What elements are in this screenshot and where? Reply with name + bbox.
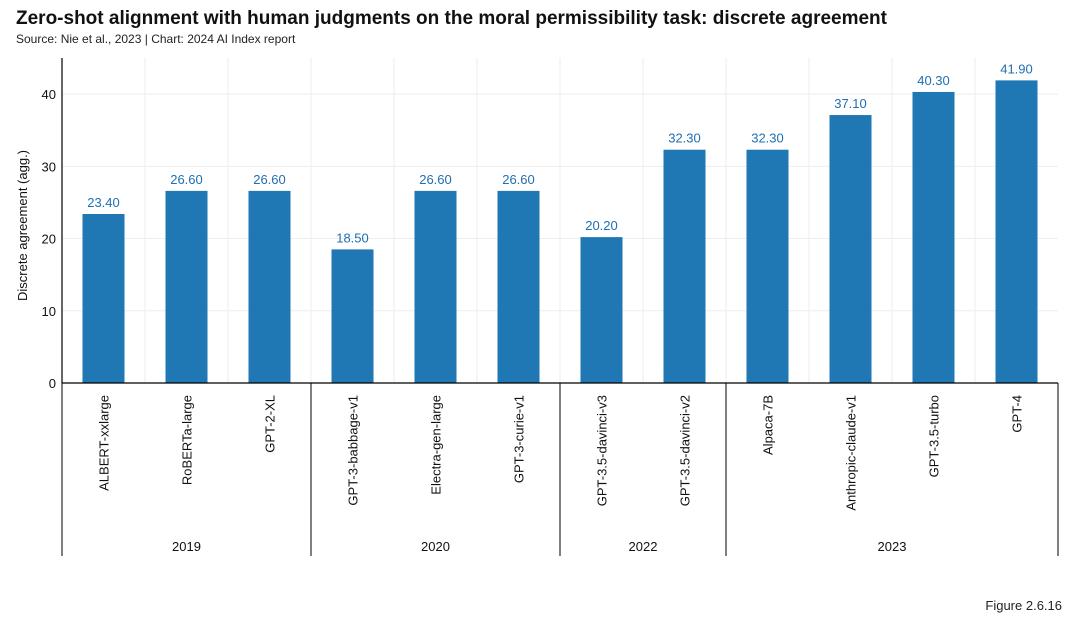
data-label: 32.30 xyxy=(668,131,701,146)
x-tick-label: ALBERT-xxlarge xyxy=(97,395,112,491)
data-label: 32.30 xyxy=(751,131,784,146)
group-label-2019: 2019 xyxy=(172,539,201,554)
x-tick-label: GPT-2-XL xyxy=(263,395,278,453)
data-label: 26.60 xyxy=(253,172,286,187)
data-label: 40.30 xyxy=(917,73,950,88)
bars xyxy=(82,80,1038,384)
bar-anthropic-claude-v1 xyxy=(829,115,872,384)
data-label: 26.60 xyxy=(502,172,535,187)
x-tick-label: Electra-gen-large xyxy=(429,395,444,495)
y-tick-label: 10 xyxy=(42,304,56,319)
data-label: 37.10 xyxy=(834,96,867,111)
x-tick-label: GPT-3.5-davinci-v2 xyxy=(678,395,693,506)
axes xyxy=(61,58,1059,556)
x-tick-label: RoBERTa-large xyxy=(180,395,195,485)
bar-gpt-3-5-davinci-v2 xyxy=(663,149,706,383)
data-label: 20.20 xyxy=(585,218,618,233)
y-tick-label: 0 xyxy=(49,376,56,391)
x-tick-label: GPT-3.5-davinci-v3 xyxy=(595,395,610,506)
grid-lines xyxy=(62,58,1058,383)
x-tick-label: Alpaca-7B xyxy=(761,395,776,455)
group-label-2023: 2023 xyxy=(878,539,907,554)
bar-gpt-3-curie-v1 xyxy=(497,190,540,383)
y-axis-label: Discrete agreement (agg.) xyxy=(15,150,30,301)
data-label: 26.60 xyxy=(419,172,452,187)
data-label: 18.50 xyxy=(336,230,369,245)
data-label: 26.60 xyxy=(170,172,203,187)
bar-chart: 0 10 20 30 40 23.40 ALBERT-xxlarge 26.60 RoBERTa… xyxy=(15,58,1059,556)
bar-albert-xxlarge xyxy=(82,214,125,383)
y-tick-label: 30 xyxy=(42,159,56,174)
bar-roberta-large xyxy=(165,190,208,383)
group-label-2022: 2022 xyxy=(629,539,658,554)
bar-alpaca-7b xyxy=(746,149,789,383)
bar-gpt-3-5-turbo xyxy=(912,91,955,383)
data-label: 23.40 xyxy=(87,195,120,210)
y-tick-label: 40 xyxy=(42,87,56,102)
bar-gpt-3-5-davinci-v3 xyxy=(580,237,623,383)
y-tick-label: 20 xyxy=(42,232,56,247)
chart-source: Source: Nie et al., 2023 | Chart: 2024 A… xyxy=(16,32,296,46)
labels: 0 10 20 30 40 23.40 ALBERT-xxlarge 26.60 RoBERTa… xyxy=(42,61,1033,554)
chart-title: Zero-shot alignment with human judgments… xyxy=(16,8,887,29)
x-tick-label: GPT-3.5-turbo xyxy=(927,395,942,477)
bar-gpt-4 xyxy=(995,80,1038,383)
x-tick-label: GPT-4 xyxy=(1010,395,1025,433)
bar-electra-gen-large xyxy=(414,190,457,383)
x-tick-label: GPT-3-curie-v1 xyxy=(512,395,527,483)
x-tick-label: GPT-3-babbage-v1 xyxy=(346,395,361,506)
figure-label: Figure 2.6.16 xyxy=(985,598,1062,613)
group-label-2020: 2020 xyxy=(421,539,450,554)
data-label: 41.90 xyxy=(1000,61,1033,76)
bar-gpt-3-babbage-v1 xyxy=(331,249,374,383)
x-tick-label: Anthropic-claude-v1 xyxy=(844,395,859,511)
bar-gpt-2-xl xyxy=(248,190,291,383)
